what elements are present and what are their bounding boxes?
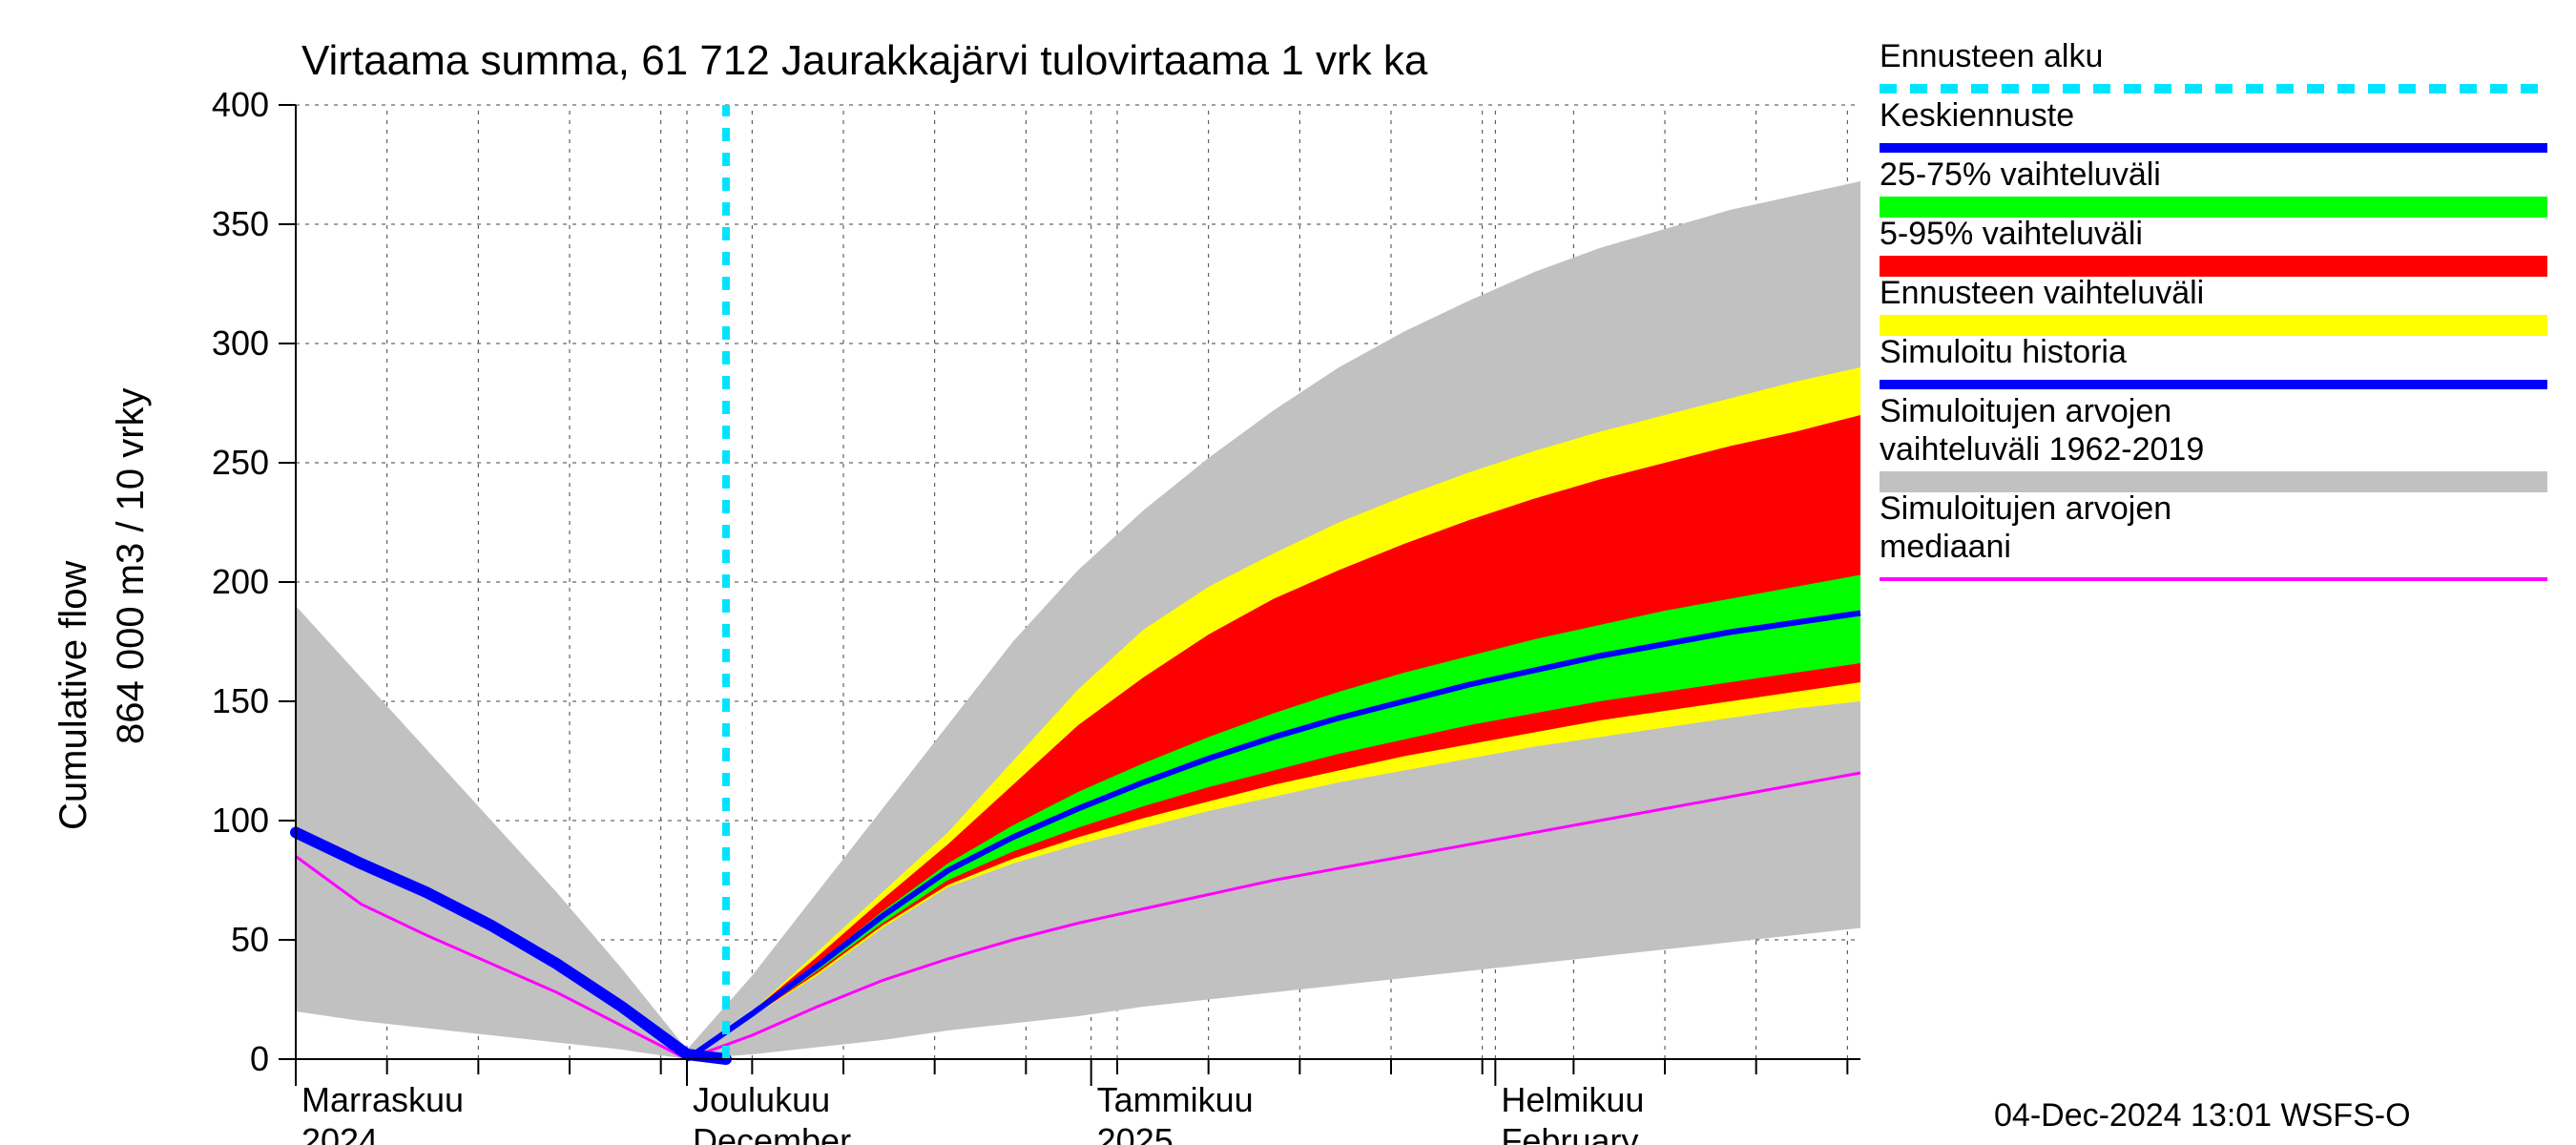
svg-text:864 000 m3 / 10 vrky: 864 000 m3 / 10 vrky bbox=[110, 387, 152, 744]
ytick-label: 400 bbox=[212, 85, 269, 124]
chart-title: Virtaama summa, 61 712 Jaurakkajärvi tul… bbox=[301, 37, 1428, 84]
legend-swatch bbox=[1880, 315, 2547, 336]
ytick-label: 0 bbox=[250, 1039, 269, 1078]
legend-swatch bbox=[1880, 380, 2547, 389]
legend-label: Simuloitu historia bbox=[1880, 334, 2127, 370]
legend-label: 25-75% vaihteluväli bbox=[1880, 156, 2161, 193]
legend-label: Keskiennuste bbox=[1880, 97, 2074, 134]
legend-label: Simuloitujen arvojen bbox=[1880, 393, 2171, 429]
svg-text:Cumulative flow: Cumulative flow bbox=[52, 561, 94, 830]
ytick-label: 100 bbox=[212, 801, 269, 840]
xtick-label: Tammikuu bbox=[1097, 1080, 1254, 1119]
cumulative-flow-chart: 0 50 100 150 200 250 300 350 400 Marraskuu2024 Jou… bbox=[0, 0, 2576, 1145]
ytick-label: 300 bbox=[212, 323, 269, 363]
legend-label: 5-95% vaihteluväli bbox=[1880, 216, 2143, 252]
ytick-label: 150 bbox=[212, 681, 269, 720]
legend-swatch bbox=[1880, 471, 2547, 492]
footer-timestamp: 04-Dec-2024 13:01 WSFS-O bbox=[1994, 1097, 2411, 1134]
xtick-label: 2024 bbox=[301, 1121, 378, 1145]
xtick-label: December bbox=[693, 1121, 851, 1145]
ytick-label: 200 bbox=[212, 562, 269, 601]
legend-label: vaihteluväli 1962-2019 bbox=[1880, 431, 2204, 468]
legend-swatch bbox=[1880, 197, 2547, 218]
legend-label: Simuloitujen arvojen bbox=[1880, 490, 2171, 527]
xtick-label: Helmikuu bbox=[1501, 1080, 1644, 1119]
legend-label: Ennusteen vaihteluväli bbox=[1880, 275, 2204, 311]
ytick-label: 250 bbox=[212, 443, 269, 482]
legend-swatch bbox=[1880, 256, 2547, 277]
xtick-label: 2025 bbox=[1097, 1121, 1174, 1145]
legend-label: Ennusteen alku bbox=[1880, 38, 2103, 74]
legend-swatch bbox=[1880, 577, 2547, 581]
legend-label: mediaani bbox=[1880, 529, 2011, 565]
legend-swatch bbox=[1880, 143, 2547, 153]
xtick-label: Joulukuu bbox=[693, 1080, 830, 1119]
ytick-label: 50 bbox=[231, 920, 269, 959]
ytick-label: 350 bbox=[212, 204, 269, 243]
xtick-label: February bbox=[1501, 1121, 1638, 1145]
xtick-label: Marraskuu bbox=[301, 1080, 464, 1119]
